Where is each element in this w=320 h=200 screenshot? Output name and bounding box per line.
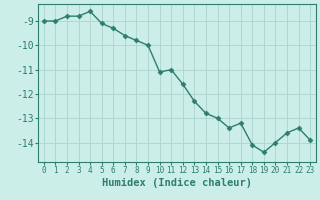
X-axis label: Humidex (Indice chaleur): Humidex (Indice chaleur) <box>102 178 252 188</box>
